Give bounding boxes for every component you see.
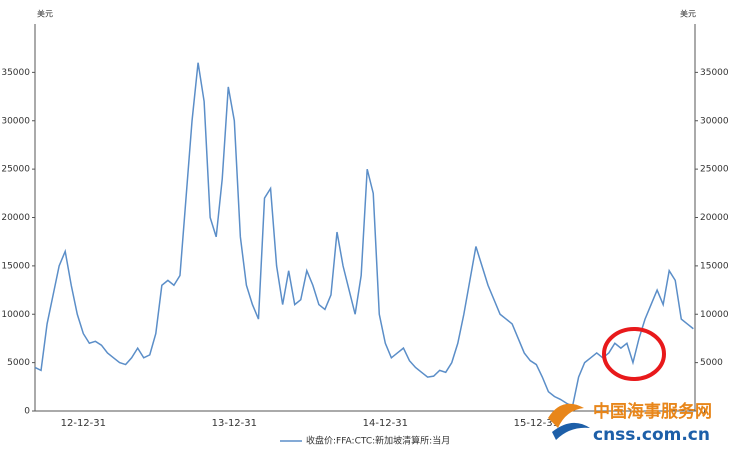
x-tick-label: 13-12-31 [212, 418, 257, 429]
y-tick-label: 30000 [1, 116, 30, 126]
y2-tick-label: 20000 [700, 213, 729, 223]
y-tick-label: 5000 [7, 358, 30, 368]
watermark-name: 中国海事服务网 [593, 401, 712, 422]
y2-tick-label: 5000 [700, 358, 723, 368]
y2-tick-label: 15000 [700, 261, 729, 271]
y2-tick-label: 0 [700, 407, 706, 417]
watermark-logo [548, 403, 584, 428]
y-axis-unit: 美元 [37, 9, 53, 19]
x-tick-label: 12-12-31 [61, 418, 106, 429]
legend-label: 收盘价:FFA:CTC:新加坡清算所:当月 [306, 435, 450, 447]
y2-tick-label: 35000 [700, 68, 729, 78]
y-tick-label: 0 [24, 407, 30, 417]
y2-tick-label: 25000 [700, 165, 729, 175]
watermark: 中国海事服务网 cnss.com.cn [548, 401, 712, 445]
y2-axis-unit: 美元 [680, 9, 696, 19]
y-tick-label: 15000 [1, 261, 30, 271]
y-tick-label: 35000 [1, 68, 30, 78]
y2-tick-label: 30000 [700, 116, 729, 126]
watermark-url: cnss.com.cn [593, 425, 710, 445]
watermark-logo [552, 422, 590, 440]
y2-tick-label: 10000 [700, 310, 729, 320]
y-tick-label: 20000 [1, 213, 30, 223]
y-tick-label: 25000 [1, 165, 30, 175]
x-tick-label: 14-12-31 [363, 418, 408, 429]
y-tick-label: 10000 [1, 310, 30, 320]
x-tick-label: 15-12-31 [514, 418, 559, 429]
series-line [34, 62, 694, 408]
highlight-circle [602, 327, 666, 381]
